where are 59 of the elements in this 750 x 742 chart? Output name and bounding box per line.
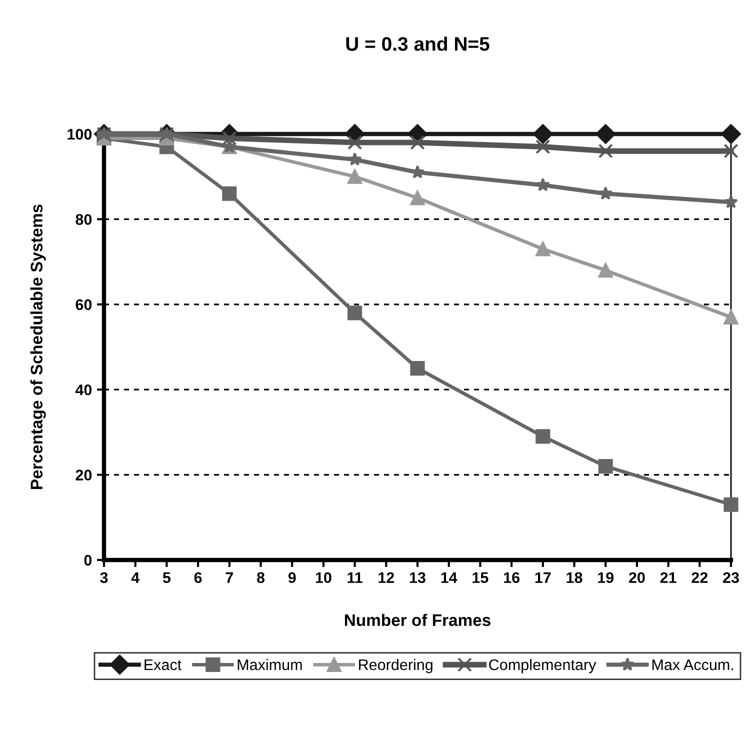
point bbox=[724, 144, 738, 158]
x-tick-label: 22 bbox=[692, 572, 708, 583]
point bbox=[348, 306, 362, 320]
point bbox=[536, 242, 550, 256]
legend-label: Exact bbox=[144, 660, 182, 670]
y-tick-label: 60 bbox=[76, 299, 92, 310]
point bbox=[598, 186, 613, 200]
x-tick-label: 3 bbox=[100, 572, 108, 584]
x-tick-label: 20 bbox=[628, 572, 645, 584]
point bbox=[724, 194, 738, 208]
y-axis-title: Percentage of Schedulable Systems bbox=[30, 204, 46, 489]
x-tick-label: 7 bbox=[226, 572, 233, 583]
point bbox=[536, 429, 550, 444]
x-tick-label: 12 bbox=[378, 572, 394, 583]
x-tick-label: 13 bbox=[410, 572, 426, 584]
point bbox=[724, 310, 738, 324]
x-tick-label: 16 bbox=[504, 572, 520, 584]
y-tick-label: 40 bbox=[75, 384, 92, 396]
point bbox=[348, 135, 362, 150]
point bbox=[222, 186, 237, 201]
x-tick-label: 8 bbox=[256, 572, 265, 584]
y-tick-label: 20 bbox=[76, 470, 92, 480]
x-tick-label: 18 bbox=[566, 572, 582, 584]
x-tick-label: 5 bbox=[162, 572, 171, 584]
point bbox=[410, 135, 425, 150]
y-tick-label: 0 bbox=[84, 554, 92, 566]
point bbox=[410, 361, 425, 376]
legend-label: Max Accum. bbox=[652, 660, 734, 670]
legend-label: Complementary bbox=[489, 658, 596, 674]
point bbox=[536, 139, 550, 154]
x-tick-label: 19 bbox=[598, 572, 614, 584]
legend-label: Reordering bbox=[359, 658, 432, 674]
point bbox=[596, 124, 616, 144]
y-tick-label: 100 bbox=[68, 128, 92, 140]
point bbox=[598, 263, 613, 278]
point bbox=[410, 165, 424, 178]
point bbox=[721, 124, 741, 144]
legend-label: Maximum bbox=[238, 658, 302, 670]
point bbox=[536, 178, 550, 192]
x-tick-label: 23 bbox=[723, 572, 739, 584]
x-tick-label: 10 bbox=[316, 572, 332, 584]
x-tick-label: 14 bbox=[441, 572, 458, 583]
x-tick-label: 4 bbox=[131, 572, 140, 583]
x-tick-label: 9 bbox=[288, 572, 296, 584]
x-tick-label: 21 bbox=[660, 572, 676, 583]
x-tick-label: 15 bbox=[472, 572, 488, 584]
chart-title: U = 0.3 and N=5 bbox=[346, 36, 490, 51]
x-tick-label: 6 bbox=[194, 572, 202, 584]
point bbox=[598, 458, 613, 474]
x-tick-label: 11 bbox=[348, 572, 362, 583]
y-tick-label: 80 bbox=[76, 214, 92, 225]
point bbox=[348, 152, 362, 166]
point bbox=[598, 144, 613, 158]
point bbox=[724, 497, 738, 512]
point bbox=[410, 190, 425, 206]
x-tick-label: 17 bbox=[535, 572, 551, 583]
x-axis-title: Number of Frames bbox=[344, 614, 490, 626]
point bbox=[533, 124, 553, 144]
point bbox=[348, 169, 362, 184]
